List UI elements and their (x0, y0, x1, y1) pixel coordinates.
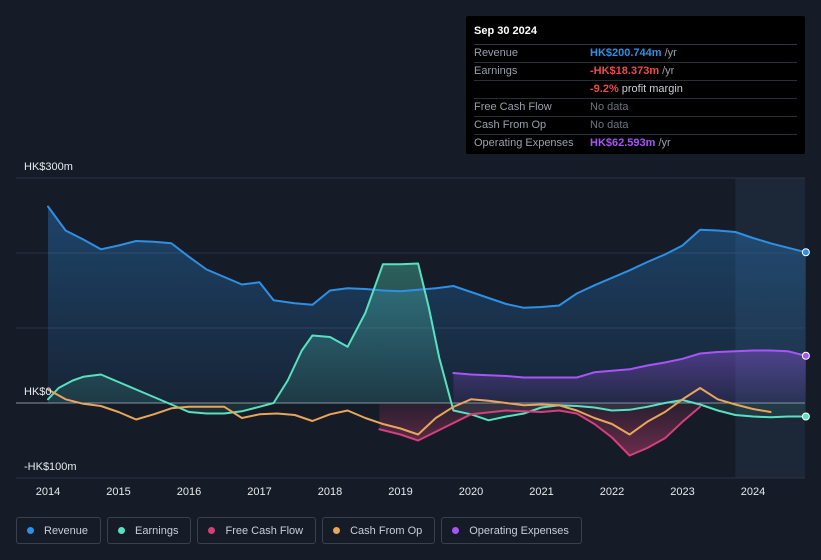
x-tick-label: 2015 (106, 486, 130, 498)
y-axis-labels: HK$300m HK$0 -HK$100m (24, 161, 77, 473)
y-tick-label: HK$0 (24, 386, 52, 398)
x-tick-label: 2019 (388, 486, 412, 498)
tooltip-row: Earnings -HK$18.373m/yr (474, 63, 797, 81)
operating-expenses-area (453, 350, 806, 403)
legend-label: Cash From Op (350, 524, 423, 537)
tooltip-row-unit: /yr (658, 137, 671, 149)
x-axis-labels: 2014 2015 2016 2017 2018 2019 2020 2021 2022 2023… (36, 486, 765, 498)
tooltip-row-label (474, 81, 590, 98)
earnings-area (48, 263, 806, 421)
tooltip-row: Free Cash Flow No data (474, 99, 797, 117)
tooltip-row-label: Operating Expenses (474, 137, 574, 149)
operating-expenses-endpoint[interactable] (801, 351, 810, 360)
y-tick-label: -HK$100m (24, 461, 77, 473)
x-tick-label: 2016 (177, 486, 201, 498)
tooltip-row-value: HK$200.744m (590, 47, 662, 59)
cash-from-op-line (47, 387, 772, 436)
tooltip-row-value: -9.2% (590, 83, 619, 95)
x-tick-label: 2023 (670, 486, 694, 498)
x-tick-label: 2014 (36, 486, 60, 498)
legend-item-operating-expenses[interactable]: Operating Expenses (441, 517, 582, 544)
free-cash-flow-area (379, 403, 701, 456)
operating-expenses-line (452, 349, 807, 379)
chart-legend: Revenue Earnings Free Cash Flow Cash From O… (16, 517, 582, 544)
tooltip-row: Cash From Op No data (474, 117, 797, 135)
tooltip-date: Sep 30 2024 (474, 22, 797, 45)
legend-dot-icon (208, 527, 216, 534)
tooltip-row-label: Free Cash Flow (474, 101, 552, 113)
revenue-line (47, 205, 807, 309)
tooltip-row-value: No data (590, 101, 629, 113)
free-cash-flow-line (378, 405, 702, 457)
legend-dot-icon (27, 527, 34, 534)
tooltip-row-value: HK$62.593m (590, 137, 656, 149)
tooltip-row-label: Cash From Op (474, 119, 547, 131)
legend-label: Operating Expenses (469, 524, 569, 537)
earnings-endpoint[interactable] (801, 412, 810, 421)
legend-dot-icon (452, 527, 460, 534)
tooltip-row: Revenue HK$200.744m/yr (474, 45, 797, 63)
hover-tooltip: Sep 30 2024 Revenue HK$200.744m/yr Earning… (466, 16, 805, 154)
tooltip-row-label: Revenue (474, 47, 519, 59)
tooltip-row-value: -HK$18.373m (590, 65, 660, 77)
series-endpoints (801, 248, 810, 421)
legend-dot-icon (333, 527, 341, 534)
tooltip-row-unit: /yr (664, 47, 677, 59)
series-areas (48, 206, 806, 456)
x-tick-label: 2024 (741, 486, 765, 498)
x-tick-label: 2020 (459, 486, 483, 498)
legend-item-revenue[interactable]: Revenue (16, 517, 102, 544)
legend-label: Earnings (135, 524, 179, 537)
tooltip-row-value: No data (590, 119, 629, 131)
tooltip-row: Operating Expenses HK$62.593m/yr (474, 135, 797, 152)
x-tick-label: 2018 (318, 486, 342, 498)
x-tick-label: 2022 (600, 486, 624, 498)
tooltip-row: -9.2% profit margin (474, 81, 797, 99)
legend-item-earnings[interactable]: Earnings (107, 517, 192, 544)
x-tick-label: 2017 (247, 486, 271, 498)
x-tick-label: 2021 (529, 486, 553, 498)
legend-dot-icon (118, 527, 126, 534)
legend-label: Free Cash Flow (225, 524, 304, 537)
tooltip-row-unit: profit margin (621, 83, 683, 95)
tooltip-row-unit: /yr (662, 65, 675, 77)
legend-item-cash-from-op[interactable]: Cash From Op (322, 517, 436, 544)
revenue-endpoint[interactable] (801, 248, 810, 257)
earnings-line (47, 262, 807, 422)
legend-label: Revenue (44, 524, 89, 537)
legend-item-free-cash-flow[interactable]: Free Cash Flow (197, 517, 317, 544)
tooltip-row-label: Earnings (474, 65, 518, 77)
series-lines (47, 205, 807, 457)
y-tick-label: HK$300m (24, 161, 73, 173)
